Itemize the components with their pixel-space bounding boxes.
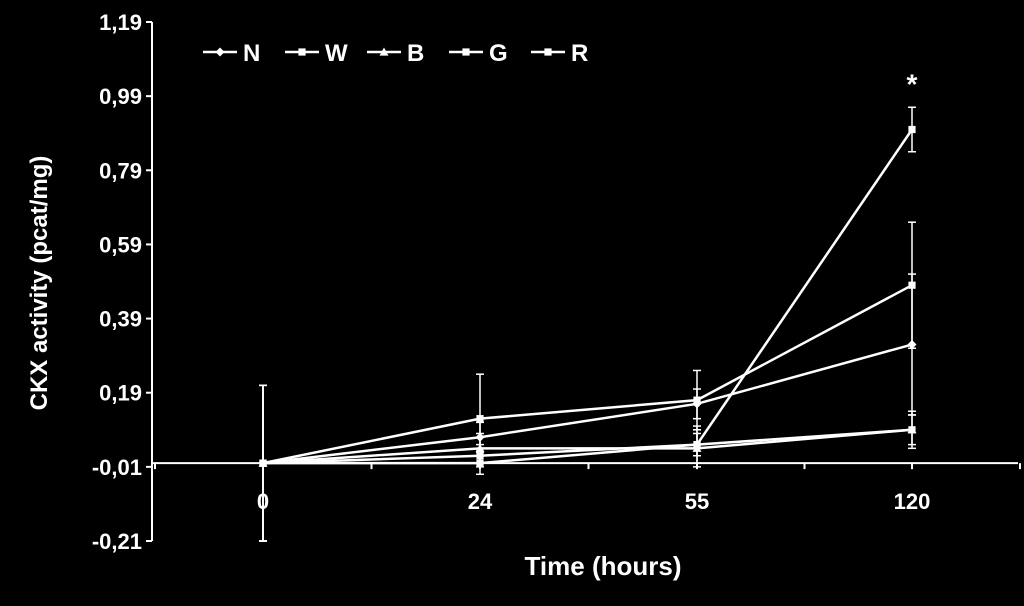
x-tick-label: 120 xyxy=(894,489,931,514)
data-point-n xyxy=(475,432,485,442)
series-line-r xyxy=(263,128,914,465)
series-line-n xyxy=(262,343,913,465)
x-tick-label: 55 xyxy=(685,489,709,514)
legend-label-w: W xyxy=(325,40,348,67)
y-tick-label: 0,39 xyxy=(99,307,142,332)
series-lines xyxy=(262,128,914,465)
y-axis-ticks: 1,19 0,99 0,79 0,59 0,39 0,19 -0,01 -0,21 xyxy=(92,10,152,554)
series-line-g xyxy=(262,428,913,465)
legend-label-r: R xyxy=(571,40,588,67)
legend-marker-b xyxy=(379,47,389,56)
series-markers xyxy=(258,125,917,468)
y-tick-label: 1,19 xyxy=(99,10,142,35)
data-point-w xyxy=(476,415,484,423)
data-point-w xyxy=(693,396,701,404)
legend-marker-n xyxy=(215,47,225,57)
data-point-g xyxy=(476,452,484,460)
legend-marker-r xyxy=(544,48,552,56)
data-point-r xyxy=(476,459,484,467)
y-tick-label: 0,79 xyxy=(99,158,142,183)
x-axis-ticks: 0 24 55 120 xyxy=(154,463,1021,514)
y-axis-label: CKX activity (pcat/mg) xyxy=(26,156,53,411)
data-point-r xyxy=(908,125,916,134)
error-bars xyxy=(259,106,916,542)
y-tick-label: -0,01 xyxy=(92,455,142,480)
data-point-n xyxy=(907,340,917,350)
annotations: * xyxy=(907,68,918,99)
data-point-r xyxy=(693,441,701,449)
legend-label-n: N xyxy=(243,40,260,67)
series-line-b xyxy=(262,428,913,465)
legend-marker-w xyxy=(298,48,306,56)
data-point-g xyxy=(908,426,916,434)
y-tick-label: -0,21 xyxy=(92,529,142,554)
x-axis-label: Time (hours) xyxy=(525,551,682,581)
data-point-w xyxy=(908,281,916,289)
legend-marker-g xyxy=(462,48,470,56)
legend-label-b: B xyxy=(407,40,424,67)
legend-label-g: G xyxy=(489,40,508,67)
data-point-r xyxy=(259,459,267,467)
y-tick-label: 0,19 xyxy=(99,381,142,406)
significance-annotation: * xyxy=(907,68,918,99)
y-tick-label: 0,59 xyxy=(99,232,142,257)
x-tick-label: 24 xyxy=(468,489,493,514)
data-point-b xyxy=(475,443,485,452)
series-line-w xyxy=(262,284,913,465)
y-tick-label: 0,99 xyxy=(99,84,142,109)
